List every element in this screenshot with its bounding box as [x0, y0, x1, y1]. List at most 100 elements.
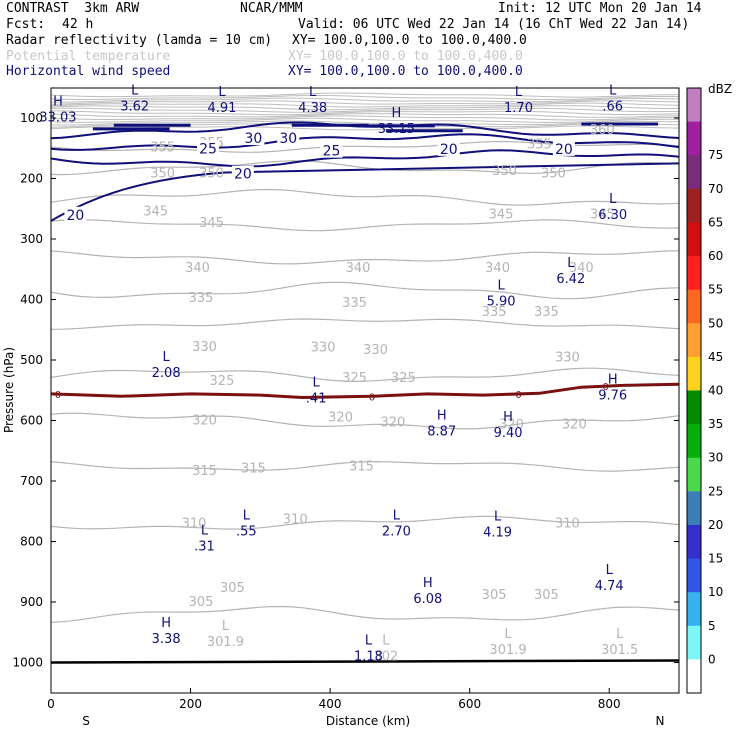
- colorbar-swatch: [687, 256, 701, 291]
- y-axis-tick-label: 500: [20, 353, 43, 367]
- wind-extremum-value: 4.38: [298, 101, 327, 116]
- theta-contour-label: 345: [143, 205, 168, 220]
- wind-extremum-value: 4.74: [595, 579, 624, 594]
- theta-contour-label: 350: [150, 166, 175, 181]
- colorbar-swatch: [687, 491, 701, 526]
- wind-label-mask: [437, 140, 460, 156]
- theta-extremum-marker: L: [222, 619, 230, 634]
- y-axis-tick-label: 1000: [12, 656, 43, 670]
- colorbar-tick-label: 70: [708, 182, 723, 196]
- theta-contour-dense: [51, 125, 679, 131]
- colorbar-tick-label: 50: [708, 316, 723, 330]
- theta-contour-label: 310: [182, 517, 207, 532]
- field-theta-xy: XY= 100.0,100.0 to 100.0,400.0: [288, 49, 523, 64]
- colorbar-tick-label: 65: [708, 215, 723, 229]
- wind-extremum-marker: L: [393, 508, 401, 523]
- theta-contour-dense: [51, 100, 679, 105]
- wind-extremum-value: 33.03: [39, 111, 76, 126]
- theta-contour-label: 320: [192, 413, 217, 428]
- theta-extremum-value: 301.9: [489, 643, 526, 658]
- wind-extremum-marker: H: [608, 372, 618, 387]
- colorbar-tick-label: 55: [708, 283, 723, 297]
- wind-extremum-marker: H: [437, 409, 447, 424]
- plot-frame: [50, 87, 680, 694]
- wind-extremum-value: .41: [306, 391, 327, 406]
- theta-contour-label: 325: [210, 374, 235, 389]
- x-axis-tick-label: 400: [319, 697, 342, 711]
- theta-contour-label: 335: [482, 305, 507, 320]
- colorbar-swatch: [687, 558, 701, 593]
- wind-extremum-marker: L: [497, 279, 505, 294]
- wind-contour-label: 20: [234, 167, 252, 183]
- colorbar-swatch: [687, 592, 701, 627]
- theta-contour-label: 325: [342, 371, 367, 386]
- wind-extremum-marker: H: [503, 410, 513, 425]
- theta-contour-label: 345: [199, 216, 224, 231]
- wind-extremum-marker: L: [163, 350, 171, 365]
- theta-contour-dense: [51, 117, 679, 123]
- y-axis-tick-label: 300: [20, 232, 43, 246]
- theta-contour-label: 330: [311, 341, 336, 356]
- theta-contour-label: 340: [346, 261, 371, 276]
- theta-contour-label: 305: [482, 588, 507, 603]
- wind-extremum-value: 9.40: [494, 426, 523, 441]
- colorbar-swatch: [687, 659, 701, 694]
- theta-contour-label: 325: [391, 371, 416, 386]
- theta-contour-line: [51, 460, 679, 472]
- wind-extremum-value: 3.62: [120, 100, 149, 115]
- x-end-label-south: S: [82, 714, 90, 728]
- theta-contour-line: [51, 250, 679, 265]
- wind-extremum-marker: L: [313, 375, 321, 390]
- wind-label-mask: [197, 140, 219, 156]
- theta-contour-label: 335: [342, 296, 367, 311]
- wind-extremum-marker: L: [309, 85, 317, 100]
- theta-extremum-value: 302: [374, 650, 399, 665]
- theta-contour-label: 315: [192, 464, 217, 479]
- colorbar-swatch: [687, 390, 701, 425]
- field-theta-name: Potential temperature: [6, 49, 171, 64]
- colorbar-swatch: [687, 121, 701, 156]
- wind-extremum-marker: L: [243, 508, 251, 523]
- theta-contour-line: [51, 160, 679, 176]
- wind-extremum-marker: H: [53, 95, 63, 110]
- wind-extremum-marker: L: [131, 84, 139, 99]
- wind-extremum-marker: L: [567, 256, 575, 271]
- theta-contour-dense: [51, 107, 679, 113]
- theta-contour-dense: [51, 92, 679, 98]
- x-axis-title: Distance (km): [326, 714, 410, 728]
- theta-contour-label: 360: [590, 123, 615, 138]
- theta-contour-label: 330: [192, 340, 217, 355]
- theta-contour-line: [51, 367, 679, 383]
- theta-contour-line: [51, 219, 679, 232]
- colorbar-tick-label: 5: [708, 619, 716, 633]
- valid-time: Valid: 06 UTC Wed 22 Jan 14 (16 ChT Wed …: [298, 17, 690, 32]
- y-axis-title: Pressure (hPa): [2, 347, 16, 433]
- y-axis-tick-label: 200: [20, 172, 43, 186]
- theta-contour-label: 350: [541, 166, 566, 181]
- wind-extremum-value: 3.38: [152, 632, 181, 647]
- theta-contour-label: 310: [283, 513, 308, 528]
- organization: NCAR/MMM: [240, 1, 303, 16]
- colorbar: 0 5 10 15 20 25 30 35 40 45 50 55 60 65 70 75: [686, 87, 723, 694]
- theta-contour-label: 335: [534, 305, 559, 320]
- theta-contour-label: 350: [492, 164, 517, 179]
- y-axis-tick-label: 100: [20, 111, 43, 125]
- wind-extremum-marker: L: [606, 563, 614, 578]
- wind-extremum-value: .66: [602, 100, 623, 115]
- theta-contour-dense: [51, 97, 679, 103]
- colorbar-tick-label: 15: [708, 552, 723, 566]
- theta-contour-label: 340: [485, 261, 510, 276]
- theta-contour-label: 330: [363, 343, 388, 358]
- wind-contour-label: 20: [440, 142, 458, 158]
- theta-contour-label: 305: [220, 581, 245, 596]
- wind-label-mask: [242, 129, 265, 145]
- colorbar-swatch: [687, 625, 701, 660]
- theta-contour-label: 320: [562, 418, 587, 433]
- x-axis-tick-label: 200: [179, 697, 202, 711]
- zero-isotherm-label: 0: [603, 382, 609, 393]
- wind-contour-label: 25: [199, 141, 217, 157]
- theta-contour-label: 305: [534, 588, 559, 603]
- y-axis-tick-label: 800: [20, 535, 43, 549]
- y-axis-tick-label: 700: [20, 474, 43, 488]
